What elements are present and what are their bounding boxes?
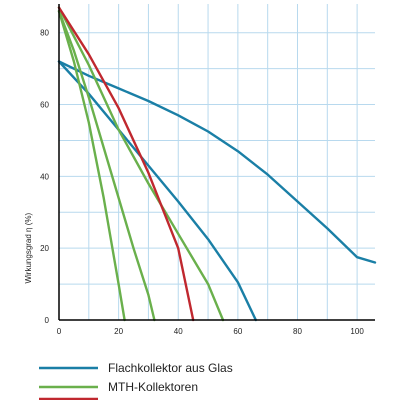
- x-tick-label: 0: [57, 327, 62, 336]
- y-tick-label: 80: [40, 29, 49, 38]
- x-tick-label: 80: [293, 327, 302, 336]
- x-tick-label: 40: [174, 327, 183, 336]
- legend: Flachkollektor aus Glas MTH-Kollektoren: [39, 361, 233, 400]
- y-tick-label: 60: [40, 101, 49, 110]
- grid-lines: [58, 4, 375, 321]
- tick-labels: 0 20 40 60 80 100 0 20 40 60 80: [40, 29, 364, 336]
- axes: [58, 4, 375, 321]
- series-line-4: [57, 10, 156, 322]
- y-axis-label: Wirkungsgrad η (%): [24, 213, 33, 284]
- legend-label: MTH-Kollektoren: [108, 380, 198, 394]
- series-line-5: [57, 6, 225, 322]
- y-tick-label: 40: [40, 172, 49, 181]
- series-line-1: [57, 60, 377, 264]
- series-line-3: [57, 10, 126, 322]
- series-lines: [57, 6, 377, 322]
- y-tick-label: 20: [40, 244, 49, 253]
- series-line-2: [57, 60, 257, 322]
- legend-label: Flachkollektor aus Glas: [108, 361, 233, 375]
- y-tick-label: 0: [45, 316, 50, 325]
- series-line-6: [57, 6, 195, 322]
- x-tick-label: 60: [233, 327, 242, 336]
- x-tick-label: 100: [350, 327, 364, 336]
- x-tick-label: 20: [114, 327, 123, 336]
